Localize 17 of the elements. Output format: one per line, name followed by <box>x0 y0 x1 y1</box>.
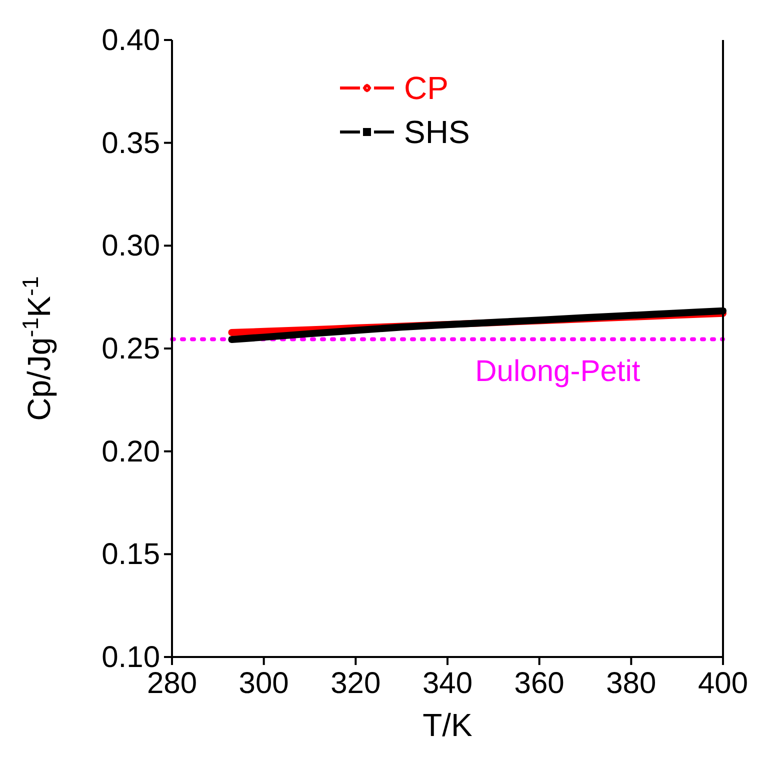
x-tick-label: 360 <box>514 667 564 700</box>
x-tick-label: 340 <box>422 667 473 700</box>
ref-line-label: Dulong-Petit <box>475 355 641 388</box>
legend-label: SHS <box>404 114 470 150</box>
x-tick-label: 380 <box>606 667 656 700</box>
y-tick-label: 0.20 <box>102 435 160 468</box>
y-tick-label: 0.15 <box>102 538 160 572</box>
y-tick-label: 0.30 <box>102 230 160 263</box>
y-tick-label: 0.35 <box>102 126 160 160</box>
x-tick-label: 300 <box>238 667 289 700</box>
x-tick-label: 400 <box>698 667 748 700</box>
x-axis-title: T/K <box>422 707 472 743</box>
x-tick-label: 280 <box>146 667 198 700</box>
x-tick-label: 320 <box>330 667 381 700</box>
y-tick-label: 0.25 <box>102 332 160 366</box>
legend-label: CP <box>404 70 448 106</box>
y-tick-label: 0.40 <box>102 24 160 57</box>
